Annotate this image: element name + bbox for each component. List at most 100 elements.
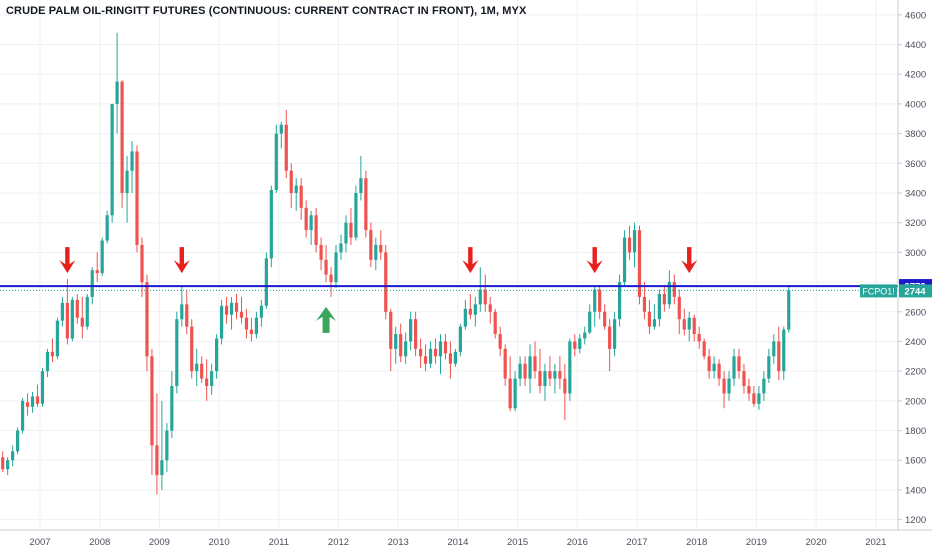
candle <box>279 121 283 149</box>
candle-body <box>394 334 398 349</box>
candle <box>463 299 467 330</box>
candle-body <box>170 385 174 431</box>
candle-body <box>409 319 413 342</box>
candle <box>782 326 786 381</box>
candle <box>642 282 647 320</box>
candle-body <box>737 356 741 372</box>
candle-body <box>463 308 467 327</box>
candle <box>727 371 731 401</box>
candle <box>747 378 751 401</box>
candle-body <box>548 371 552 379</box>
y-tick-label: 2200 <box>905 367 926 378</box>
candle <box>787 285 791 333</box>
candle <box>428 341 433 369</box>
candle <box>617 274 622 327</box>
candle-body <box>224 305 229 315</box>
candle-body <box>195 363 199 372</box>
candle-body <box>712 363 716 372</box>
candle-body <box>523 363 527 379</box>
candle <box>662 285 666 312</box>
y-tick-label: 1800 <box>905 426 926 437</box>
y-tick-label: 1600 <box>905 456 926 467</box>
candle <box>583 326 587 345</box>
candle-body <box>374 244 378 260</box>
candle-body <box>752 393 756 404</box>
candle-body <box>35 396 40 404</box>
candle <box>672 274 676 305</box>
candle-body <box>274 133 278 191</box>
candle-body <box>757 393 761 404</box>
candle-body <box>722 378 726 394</box>
candle <box>553 363 557 394</box>
y-tick-label: 1200 <box>905 515 926 526</box>
candle-body <box>110 103 114 216</box>
candle-body <box>637 230 642 297</box>
candle-body <box>165 430 169 461</box>
candle <box>752 385 756 407</box>
candle <box>229 296 234 330</box>
candle <box>458 323 462 357</box>
candle-body <box>254 317 259 335</box>
candle <box>175 311 179 394</box>
candle <box>493 308 497 339</box>
candle <box>682 308 686 336</box>
candle <box>488 296 492 324</box>
candle <box>219 299 224 345</box>
arrow-down-icon <box>462 247 479 274</box>
candle <box>70 296 74 342</box>
candle-body <box>215 338 219 372</box>
candle-body <box>334 252 338 283</box>
candle <box>707 348 711 379</box>
candle <box>155 393 159 495</box>
candle <box>215 334 219 379</box>
candle <box>404 332 408 364</box>
candle-body <box>120 81 124 193</box>
candle-body <box>185 304 189 327</box>
candle <box>767 348 771 384</box>
candle-body <box>70 299 74 339</box>
last-price-box <box>899 284 932 298</box>
candle-body <box>339 243 343 253</box>
candle <box>742 363 746 394</box>
candle-body <box>354 192 358 238</box>
candle-body <box>697 334 701 342</box>
candle <box>518 356 522 386</box>
candle-body <box>130 151 134 171</box>
candle <box>364 170 368 238</box>
candle-body <box>80 317 84 327</box>
candle-body <box>662 293 666 305</box>
candle <box>627 225 632 260</box>
candle-body <box>404 341 408 357</box>
candle <box>448 341 453 379</box>
candle <box>259 299 263 327</box>
candle-body <box>249 329 254 335</box>
candle-body <box>414 319 418 349</box>
candle <box>95 252 99 283</box>
candle <box>110 103 114 223</box>
candle <box>324 244 328 283</box>
candle <box>503 344 507 386</box>
arrow-down-icon <box>173 247 190 274</box>
candle <box>563 363 567 421</box>
candle-body <box>329 274 333 283</box>
candle-body <box>627 237 632 253</box>
candle <box>80 296 84 339</box>
candle <box>30 391 35 413</box>
candle-body <box>742 371 746 386</box>
candle-body <box>677 296 681 320</box>
candle <box>573 334 577 357</box>
candle-body <box>205 378 209 386</box>
candle-body <box>210 371 214 386</box>
candle <box>185 289 189 335</box>
candle <box>453 348 458 367</box>
x-tick-label: 2016 <box>567 537 588 548</box>
symbol-box <box>860 284 897 298</box>
candle-body <box>563 378 567 394</box>
candle <box>593 285 597 327</box>
candle-body <box>399 334 403 357</box>
candle <box>717 359 721 386</box>
candle <box>264 252 268 309</box>
candle-body <box>622 237 627 283</box>
